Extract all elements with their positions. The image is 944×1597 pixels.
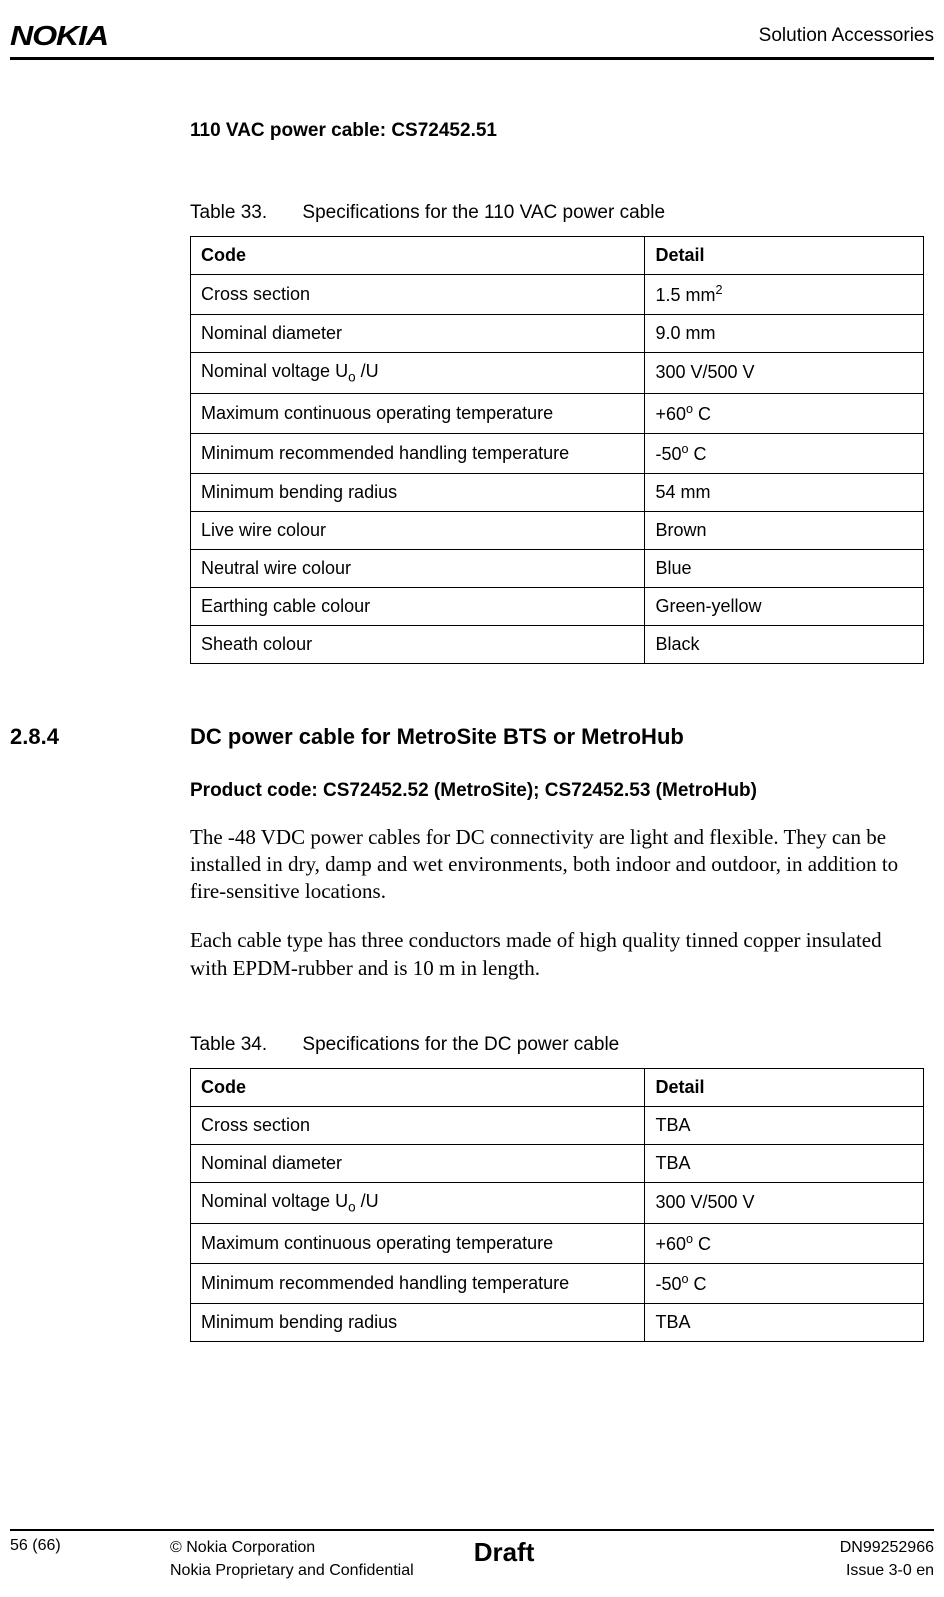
page-header: NOKIA Solution Accessories: [10, 20, 934, 52]
table34-th-detail: Detail: [645, 1069, 924, 1107]
table-row: Nominal diameter9.0 mm: [191, 315, 924, 353]
table-cell-code: Minimum bending radius: [191, 473, 645, 511]
table-row: Minimum recommended handling temperature…: [191, 433, 924, 473]
table34: Code Detail Cross sectionTBANominal diam…: [190, 1068, 924, 1342]
table-cell-code: Maximum continuous operating temperature: [191, 393, 645, 433]
table-row: Neutral wire colourBlue: [191, 549, 924, 587]
table33-th-detail: Detail: [645, 237, 924, 275]
table33-title: Specifications for the 110 VAC power cab…: [302, 202, 665, 223]
section-284-row: 2.8.4 DC power cable for MetroSite BTS o…: [10, 724, 934, 750]
table34-caption: Table 34. Specifications for the DC powe…: [190, 1034, 924, 1056]
table-row: Maximum continuous operating temperature…: [191, 1223, 924, 1263]
header-section-title: Solution Accessories: [759, 25, 934, 47]
table-cell-detail: Green-yellow: [645, 587, 924, 625]
table-cell-code: Neutral wire colour: [191, 549, 645, 587]
footer-docnum: DN99252966: [840, 1537, 934, 1559]
table33-header-row: Code Detail: [191, 237, 924, 275]
table34-title: Specifications for the DC power cable: [302, 1034, 619, 1055]
table-row: Minimum bending radius54 mm: [191, 473, 924, 511]
footer-row: 56 (66) © Nokia Corporation Nokia Propri…: [10, 1537, 934, 1582]
footer-draft: Draft: [474, 1537, 535, 1568]
product-code: Product code: CS72452.52 (MetroSite); CS…: [190, 780, 924, 802]
table-cell-code: Minimum bending radius: [191, 1303, 645, 1341]
table-row: Cross sectionTBA: [191, 1107, 924, 1145]
table-cell-detail: Black: [645, 625, 924, 663]
content-area: 110 VAC power cable: CS72452.51 Table 33…: [10, 120, 934, 664]
table33-number: Table 33.: [190, 202, 267, 224]
table-row: Maximum continuous operating temperature…: [191, 393, 924, 433]
table-cell-code: Nominal voltage Uo /U: [191, 353, 645, 394]
table-row: Sheath colourBlack: [191, 625, 924, 663]
table-cell-code: Nominal diameter: [191, 315, 645, 353]
footer-copyright: © Nokia Corporation: [170, 1537, 414, 1559]
table-cell-detail: TBA: [645, 1303, 924, 1341]
table-row: Cross section1.5 mm2: [191, 275, 924, 315]
table-row: Nominal diameterTBA: [191, 1145, 924, 1183]
table33: Code Detail Cross section1.5 mm2Nominal …: [190, 236, 924, 664]
table-cell-detail: 54 mm: [645, 473, 924, 511]
table-row: Live wire colourBrown: [191, 511, 924, 549]
table-cell-detail: 300 V/500 V: [645, 1183, 924, 1224]
table-row: Earthing cable colourGreen-yellow: [191, 587, 924, 625]
table-cell-detail: -50o C: [645, 433, 924, 473]
table-row: Nominal voltage Uo /U300 V/500 V: [191, 1183, 924, 1224]
footer-issue: Issue 3-0 en: [840, 1560, 934, 1582]
table-cell-detail: +60o C: [645, 393, 924, 433]
table-cell-detail: Brown: [645, 511, 924, 549]
footer-confidential: Nokia Proprietary and Confidential: [170, 1560, 414, 1582]
footer-center: © Nokia Corporation Nokia Proprietary an…: [170, 1537, 840, 1582]
table-cell-detail: TBA: [645, 1145, 924, 1183]
table34-th-code: Code: [191, 1069, 645, 1107]
table-cell-code: Maximum continuous operating temperature: [191, 1223, 645, 1263]
table-cell-code: Earthing cable colour: [191, 587, 645, 625]
table-cell-code: Nominal diameter: [191, 1145, 645, 1183]
table-cell-code: Cross section: [191, 275, 645, 315]
table-row: Minimum recommended handling temperature…: [191, 1263, 924, 1303]
section-284-content: Product code: CS72452.52 (MetroSite); CS…: [10, 780, 934, 1342]
footer-rule: [10, 1529, 934, 1531]
table-cell-code: Sheath colour: [191, 625, 645, 663]
table34-number: Table 34.: [190, 1034, 267, 1056]
section-284-number: 2.8.4: [10, 724, 190, 750]
table34-header-row: Code Detail: [191, 1069, 924, 1107]
footer-right: DN99252966 Issue 3-0 en: [840, 1537, 934, 1582]
footer-center-text: © Nokia Corporation Nokia Proprietary an…: [170, 1537, 414, 1582]
header-rule: [10, 57, 934, 60]
table-cell-detail: 300 V/500 V: [645, 353, 924, 394]
table-cell-code: Minimum recommended handling temperature: [191, 1263, 645, 1303]
footer-page: 56 (66): [10, 1537, 170, 1555]
table-cell-detail: 1.5 mm2: [645, 275, 924, 315]
table-row: Nominal voltage Uo /U300 V/500 V: [191, 353, 924, 394]
table33-th-code: Code: [191, 237, 645, 275]
para-1: The -48 VDC power cables for DC connecti…: [190, 824, 924, 906]
table-cell-detail: -50o C: [645, 1263, 924, 1303]
table-cell-detail: 9.0 mm: [645, 315, 924, 353]
table-cell-detail: Blue: [645, 549, 924, 587]
table-cell-code: Nominal voltage Uo /U: [191, 1183, 645, 1224]
table-cell-detail: +60o C: [645, 1223, 924, 1263]
table-cell-detail: TBA: [645, 1107, 924, 1145]
heading-110vac: 110 VAC power cable: CS72452.51: [190, 120, 924, 142]
section-284-title: DC power cable for MetroSite BTS or Metr…: [190, 724, 684, 750]
nokia-logo: NOKIA: [10, 20, 108, 52]
page-footer: 56 (66) © Nokia Corporation Nokia Propri…: [10, 1529, 934, 1582]
table-cell-code: Cross section: [191, 1107, 645, 1145]
table-cell-code: Minimum recommended handling temperature: [191, 433, 645, 473]
para-2: Each cable type has three conductors mad…: [190, 927, 924, 982]
table-row: Minimum bending radiusTBA: [191, 1303, 924, 1341]
table33-caption: Table 33. Specifications for the 110 VAC…: [190, 202, 924, 224]
table-cell-code: Live wire colour: [191, 511, 645, 549]
